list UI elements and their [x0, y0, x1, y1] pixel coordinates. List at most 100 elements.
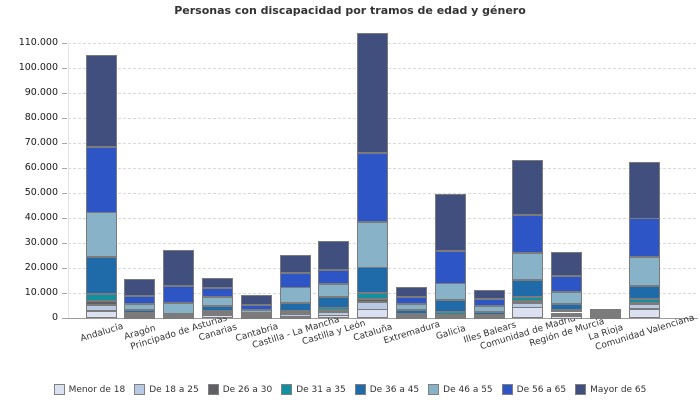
legend-item: De 46 a 55 — [428, 384, 493, 395]
bar-segment — [396, 297, 427, 304]
bar-segment — [241, 310, 272, 313]
legend-item: Mayor de 65 — [575, 384, 646, 395]
bar-segment — [280, 317, 311, 319]
bar-segment — [435, 251, 466, 284]
y-axis-label: 60.000 — [24, 162, 58, 173]
legend: Menor de 18 De 18 a 25 De 26 a 30 De 31 a 3… — [0, 384, 700, 395]
legend-label: Menor de 18 — [68, 384, 126, 395]
y-tick — [62, 168, 67, 169]
bar-segment — [163, 250, 194, 286]
bar-segment — [280, 313, 311, 315]
bar-segment — [512, 307, 543, 318]
legend-item: Menor de 18 — [53, 384, 126, 395]
bar-segment — [86, 257, 117, 294]
bar-segment — [629, 286, 660, 299]
bar-segment — [474, 306, 505, 312]
bar-segment — [512, 160, 543, 215]
bar-segment — [357, 302, 388, 310]
bar-segment — [124, 304, 155, 310]
bar-segment — [202, 311, 233, 313]
bar-segment — [396, 287, 427, 297]
bar-segment — [435, 317, 466, 319]
bar-segment — [512, 253, 543, 280]
bar-segment — [551, 252, 582, 276]
chart-title: Personas con discapacidad por tramos de … — [174, 4, 526, 17]
bar-segment — [590, 311, 621, 313]
legend-item: De 31 a 35 — [281, 384, 346, 395]
y-tick — [62, 268, 67, 269]
bar-segment — [86, 55, 117, 147]
y-axis-label: 40.000 — [24, 212, 58, 223]
y-axis-label: 20.000 — [24, 262, 58, 273]
bar-segment — [86, 212, 117, 257]
bar-segment — [202, 306, 233, 311]
bar-segment — [629, 309, 660, 318]
bar-segment — [435, 283, 466, 300]
y-axis-label: 10.000 — [24, 287, 58, 298]
bar-segment — [396, 317, 427, 319]
bar-segment — [590, 316, 621, 318]
bar-segment — [590, 309, 621, 311]
bar-segment — [357, 222, 388, 268]
bar-segment — [202, 315, 233, 318]
bar-segment — [357, 299, 388, 302]
legend-swatch-icon — [134, 384, 146, 395]
bar-segment — [86, 147, 117, 213]
bar-segment — [202, 297, 233, 306]
y-axis-label: 30.000 — [24, 237, 58, 248]
bar-segment — [629, 303, 660, 305]
bar-segment — [396, 310, 427, 314]
bar-segment — [629, 218, 660, 257]
bar-segment — [241, 305, 272, 310]
y-axis-label: 80.000 — [24, 112, 58, 123]
legend-label: De 26 a 30 — [222, 384, 273, 395]
bar-segment — [280, 255, 311, 273]
legend-item: De 36 a 45 — [354, 384, 420, 395]
bar-segment — [629, 162, 660, 219]
bar-segment — [86, 311, 117, 318]
x-axis-category-label: Andalucía — [78, 321, 125, 345]
bar-segment — [512, 297, 543, 301]
y-axis-label: 0 — [51, 312, 58, 323]
bar-segment — [474, 299, 505, 306]
legend-swatch-icon — [354, 384, 366, 395]
bar-segment — [551, 304, 582, 310]
bar-segment — [163, 315, 194, 317]
bar-segment — [202, 278, 233, 288]
legend-swatch-icon — [575, 384, 587, 395]
bar-segment — [551, 292, 582, 304]
bar-segment — [241, 295, 272, 305]
bar-segment — [318, 284, 349, 297]
bar-segment — [202, 288, 233, 297]
bar-segment — [318, 241, 349, 270]
bar-segment — [318, 270, 349, 284]
bar-segment — [357, 293, 388, 299]
bar-segment — [435, 312, 466, 315]
y-axis-label: 50.000 — [24, 187, 58, 198]
y-tick — [62, 118, 67, 119]
legend-item: De 26 a 30 — [207, 384, 273, 395]
legend-swatch-icon — [207, 384, 219, 395]
bar-segment — [163, 303, 194, 314]
bar-segment — [280, 273, 311, 288]
y-tick — [62, 68, 67, 69]
legend-label: Mayor de 65 — [590, 384, 647, 395]
bar-segment — [86, 294, 117, 301]
legend-swatch-icon — [428, 384, 440, 395]
bar-segment — [551, 316, 582, 319]
bar-segment — [124, 310, 155, 313]
y-tick — [62, 193, 67, 194]
bar-segment — [629, 299, 660, 303]
bar-segment — [86, 301, 117, 305]
legend-label: De 36 a 45 — [369, 384, 420, 395]
legend-swatch-icon — [501, 384, 513, 395]
bar-segment — [124, 317, 155, 319]
y-tick — [62, 143, 67, 144]
legend-item: De 56 a 65 — [501, 384, 566, 395]
bar-segment — [357, 309, 388, 318]
y-axis-line — [68, 43, 69, 318]
bar-segment — [318, 310, 349, 312]
legend-label: De 31 a 35 — [296, 384, 346, 395]
bar-segment — [357, 153, 388, 222]
